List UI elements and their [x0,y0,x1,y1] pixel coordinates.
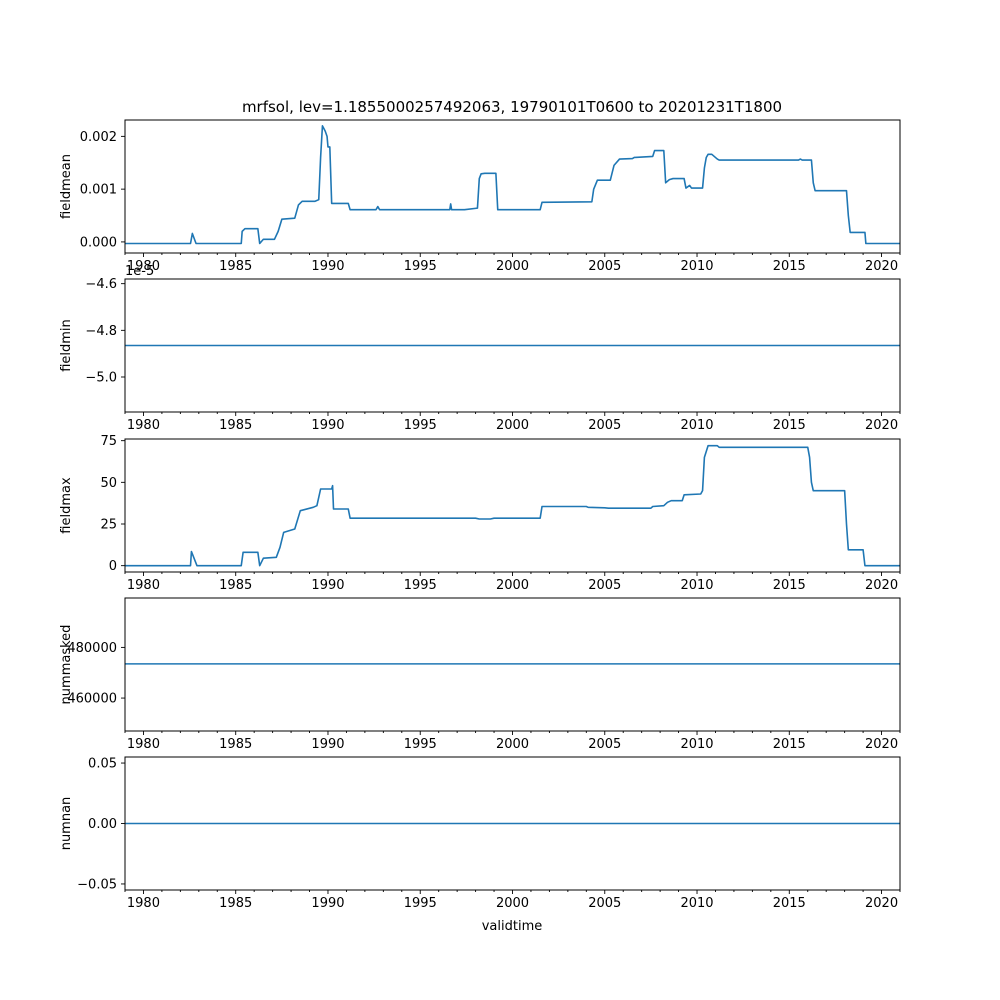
y-offset-label: 1e-5 [125,264,154,279]
x-tick-label: 1980 [127,259,160,274]
x-tick-label: 2000 [496,418,529,433]
x-tick-label: 1980 [127,896,160,911]
x-tick-label: 2010 [680,737,713,752]
x-axis-label: validtime [482,919,543,934]
x-tick-label: 1990 [311,896,344,911]
x-tick-label: 2000 [496,896,529,911]
y-tick-label: 0.000 [80,235,117,250]
x-tick-label: 2010 [680,896,713,911]
y-axis-label-fieldmean: fieldmean [59,154,74,219]
y-tick-label: 0.00 [88,817,117,832]
y-tick-label: −4.8 [85,324,117,339]
subplot-numnan: 1980 1985 1990 1995 2000 2005 2010 2015 2020 0.05… [59,756,901,911]
series-line-fieldmax [125,444,900,567]
x-tick-label: 1985 [219,418,252,433]
y-tick-label: −5.0 [85,371,117,386]
subplot-nummasked: 1980 1985 1990 1995 2000 2005 2010 2015 2020 4600… [59,597,901,752]
x-tick-label: 1995 [404,418,437,433]
x-tick-label: 2005 [588,259,621,274]
x-tick-label: 1985 [219,259,252,274]
figure-title: mrfsol, lev=1.1855000257492063, 19790101… [242,98,782,116]
x-tick-label: 2015 [773,259,806,274]
x-tick-label: 1980 [127,578,160,593]
y-tick-label: 0.05 [88,757,117,772]
y-axis-label-nummasked: nummasked [59,625,74,705]
y-tick-label: 0 [109,559,117,574]
x-tick-label: 2015 [773,578,806,593]
x-tick-label: 1990 [311,737,344,752]
x-tick-label: 1995 [404,737,437,752]
subplots: 1980 1985 1990 1995 2000 2005 2010 2015 2020 0.00… [59,119,901,911]
y-tick-label: −0.05 [77,877,117,892]
subplot-fieldmax: 1980 1985 1990 1995 2000 2005 2010 2015 2020 0 25 5… [59,434,901,593]
x-tick-label: 2000 [496,578,529,593]
axes-frame [124,278,901,413]
x-tick-label: 2015 [773,418,806,433]
x-tick-label: 2000 [496,737,529,752]
x-tick-label: 2005 [588,737,621,752]
x-tick-label: 1980 [127,418,160,433]
x-tick-label: 1990 [311,259,344,274]
axes-frame [124,597,901,732]
x-tick-label: 2005 [588,896,621,911]
axes-frame [124,438,901,573]
x-tick-label: 1995 [404,259,437,274]
axes-frame [124,119,901,254]
y-tick-label: 460000 [67,692,117,707]
x-tick-label: 2015 [773,737,806,752]
x-tick-label: 1990 [311,578,344,593]
y-tick-label: −4.6 [85,277,117,292]
y-tick-label: 75 [100,434,117,449]
x-tick-label: 1985 [219,737,252,752]
x-tick-label: 2000 [496,259,529,274]
x-tick-label: 2010 [680,578,713,593]
x-tick-label: 2005 [588,418,621,433]
x-tick-label: 1980 [127,737,160,752]
x-tick-label: 1995 [404,578,437,593]
y-tick-label: 0.002 [80,130,117,145]
y-axis-label-numnan: numnan [59,797,74,851]
x-tick-label: 1990 [311,418,344,433]
y-axis-label-fieldmax: fieldmax [59,477,74,534]
y-tick-label: 480000 [67,641,117,656]
x-tick-label: 2010 [680,418,713,433]
x-tick-label: 2020 [865,578,898,593]
y-tick-label: 50 [100,476,117,491]
y-tick-label: 25 [100,518,117,533]
subplot-fieldmin: 1980 1985 1990 1995 2000 2005 2010 2015 2020 −4.6… [59,264,901,433]
x-tick-label: 1985 [219,578,252,593]
x-tick-label: 2010 [680,259,713,274]
x-tick-label: 2020 [865,418,898,433]
y-tick-label: 0.001 [80,183,117,198]
axes-frame [124,756,901,891]
series-line-fieldmean [125,125,900,245]
y-axis-label-fieldmin: fieldmin [59,319,74,372]
subplot-fieldmean: 1980 1985 1990 1995 2000 2005 2010 2015 2020 0.00… [59,119,901,274]
x-tick-label: 2020 [865,259,898,274]
x-tick-label: 2005 [588,578,621,593]
x-tick-label: 2015 [773,896,806,911]
x-tick-label: 1985 [219,896,252,911]
x-tick-label: 1995 [404,896,437,911]
x-tick-label: 2020 [865,896,898,911]
x-tick-label: 2020 [865,737,898,752]
